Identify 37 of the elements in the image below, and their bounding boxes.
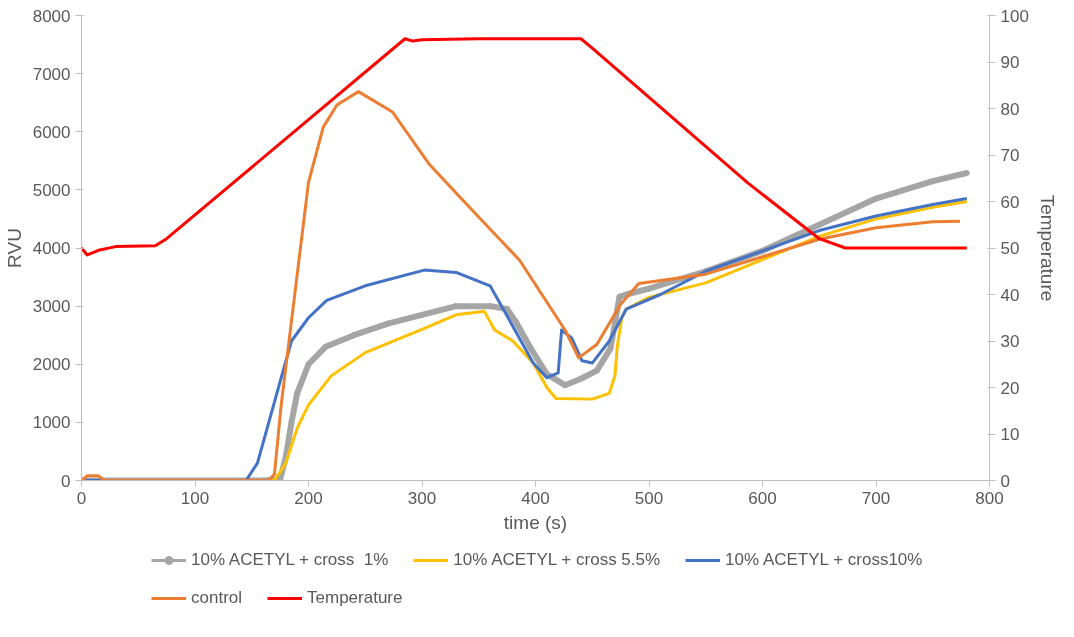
y2-tick-label: 30 (1000, 332, 1020, 351)
x-tick-label: 800 (975, 488, 1004, 508)
y-tick-label: 8000 (32, 6, 71, 26)
x-tick-label: 400 (521, 488, 550, 508)
y-tick-label: 7000 (32, 64, 71, 84)
x-axis-title: time (s) (503, 511, 568, 533)
legend-label: control (191, 588, 243, 608)
legend-label: 10% ACETYL + cross10% (725, 550, 923, 570)
x-tick-label: 300 (407, 488, 437, 508)
x-tick-label: 500 (634, 488, 664, 508)
x-tick-label: 600 (748, 488, 777, 508)
y2-tick-label: 90 (1000, 53, 1020, 72)
y-tick-label: 0 (61, 471, 71, 491)
y-tick-label: 4000 (32, 239, 71, 258)
y2-tick-label: 80 (1000, 99, 1020, 119)
y-axis-title: RVU (3, 228, 25, 268)
legend-label: 10% ACETYL + cross 5.5% (453, 550, 661, 570)
y2-tick-label: 100 (1000, 6, 1029, 26)
y2-tick-label: 40 (1000, 285, 1020, 305)
y2-tick-label: 70 (1000, 146, 1020, 165)
legend-label: Temperature (307, 588, 403, 608)
y-tick-label: 3000 (32, 297, 71, 317)
y2-tick-label: 60 (1000, 192, 1020, 212)
x-tick-label: 100 (180, 488, 210, 508)
y2-tick-label: 10 (1000, 425, 1020, 444)
x-tick-label: 200 (294, 488, 323, 508)
y-tick-label: 5000 (32, 180, 71, 200)
y-tick-label: 2000 (32, 355, 71, 375)
y-tick-label: 6000 (32, 122, 71, 142)
y2-axis-title: Temperature (1036, 194, 1058, 302)
y2-tick-label: 50 (1000, 239, 1020, 258)
legend-label: 10% ACETYL + cross 1% (191, 550, 389, 570)
y2-tick-label: 0 (1000, 471, 1010, 491)
x-tick-label: 700 (861, 488, 891, 508)
x-tick-label: 0 (76, 488, 87, 508)
y2-tick-label: 20 (1000, 378, 1020, 398)
y-tick-label: 1000 (32, 413, 71, 433)
